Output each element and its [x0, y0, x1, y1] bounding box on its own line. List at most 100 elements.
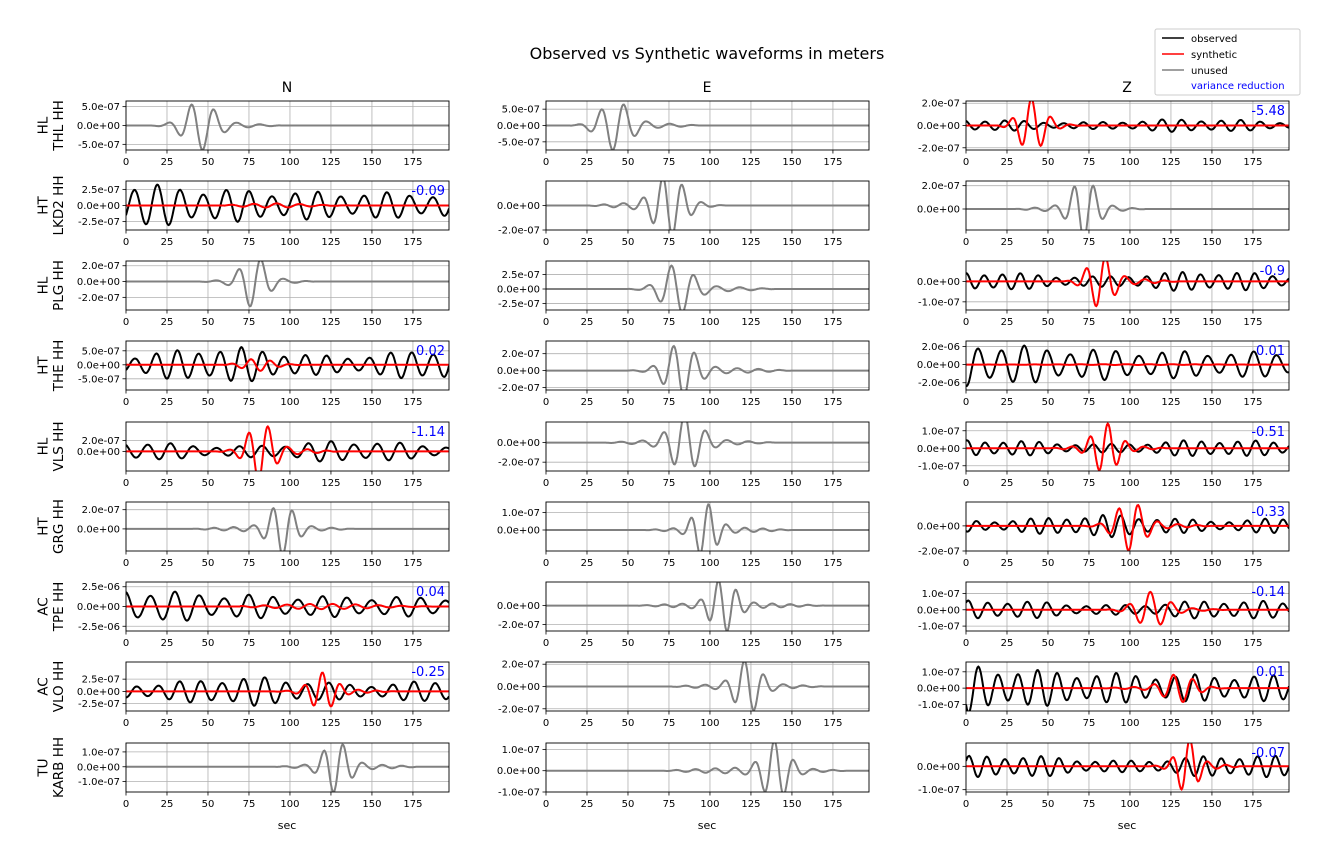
y-tick-label: 0.0e+00 — [497, 438, 540, 449]
trace-group — [546, 103, 869, 150]
y-tick-label: 2.0e-07 — [502, 349, 540, 360]
y-tick-label: 0.0e+00 — [77, 602, 120, 613]
y-tick-label: 2.0e-07 — [922, 99, 960, 110]
x-tick-label: 0 — [543, 799, 549, 810]
x-tick-label: 75 — [243, 799, 256, 810]
y-tick-label: -5.0e-07 — [78, 374, 120, 385]
station-code: PLG HH — [51, 260, 67, 311]
x-tick-label: 75 — [243, 397, 256, 408]
x-tick-label: 25 — [581, 157, 594, 168]
variance-reduction-value: 0.02 — [416, 344, 445, 359]
x-tick-label: 50 — [622, 397, 635, 408]
x-tick-label: 25 — [581, 718, 594, 729]
x-tick-label: 100 — [1120, 799, 1139, 810]
y-tick-label: 0.0e+00 — [917, 277, 960, 288]
y-tick-label: 0.0e+00 — [497, 366, 540, 377]
x-tick-label: 50 — [1042, 799, 1055, 810]
y-tick-label: -5.0e-07 — [78, 140, 120, 151]
y-tick-label: 0.0e+00 — [917, 684, 960, 695]
x-tick-label: 75 — [663, 317, 676, 328]
y-tick-label: 5.0e-07 — [82, 102, 120, 113]
legend-variance-reduction-label: variance reduction — [1191, 81, 1285, 92]
x-tick-label: 150 — [1202, 157, 1221, 168]
trace-group — [126, 346, 449, 383]
panel-vls-hh-n: 0 25 50 75 100 125 150 175 2.0e-070.0e+00 -1.14 — [77, 421, 450, 489]
x-tick-label: 100 — [700, 397, 719, 408]
station-label-tpe-hh: ACTPE HH — [36, 582, 68, 633]
x-tick-label: 150 — [782, 157, 801, 168]
network-code: AC — [36, 597, 52, 615]
panel-frame — [545, 340, 870, 391]
x-tick-label: 0 — [123, 317, 129, 328]
panel-the-hh-n: 0 25 50 75 100 125 150 175 5.0e-07 0.0e+00 -5.0e-0… — [77, 340, 450, 408]
station-label-plg-hh: HLPLG HH — [36, 260, 68, 311]
network-code: HL — [36, 116, 52, 134]
x-tick-label: 100 — [700, 157, 719, 168]
x-tick-label: 175 — [823, 558, 842, 569]
trace-group — [546, 264, 869, 310]
x-tick-label: 0 — [543, 397, 549, 408]
y-tick-label: -1.0e-07 — [918, 297, 960, 308]
x-tick-label: 25 — [161, 237, 174, 248]
y-tick-label: 0.0e+00 — [77, 201, 120, 212]
station-label-karb-hh: TUKARB HH — [36, 737, 68, 798]
observed-trace — [126, 590, 449, 622]
panel-karb-hh-n: 0 25 50 75 100 125 150 175 1.0e-07 0.0e+00 -1.0e-0… — [77, 742, 450, 810]
y-tick-label: -1.0e-07 — [918, 700, 960, 711]
y-tick-label: 2.0e-07 — [502, 660, 540, 671]
x-tick-label: 50 — [1042, 397, 1055, 408]
x-tick-label: 125 — [321, 718, 340, 729]
panel-thl-hh-n: 0 25 50 75 100 125 150 175 5.0e-07 0.0e+00 -5.0e-0… — [77, 100, 450, 168]
trace-group — [126, 590, 449, 622]
y-tick-label: -5.0e-07 — [498, 137, 540, 148]
x-tick-label: 50 — [202, 157, 215, 168]
variance-reduction-value: 0.01 — [1256, 344, 1285, 359]
x-tick-label: 0 — [123, 799, 129, 810]
x-tick-label: 25 — [1001, 317, 1014, 328]
x-axis-label-e: sec — [698, 819, 717, 832]
y-tick-label: 0.0e+00 — [77, 447, 120, 458]
y-tick-label: 0.0e+00 — [917, 205, 960, 216]
x-tick-label: 75 — [663, 718, 676, 729]
x-tick-label: 25 — [1001, 397, 1014, 408]
x-tick-label: 150 — [362, 718, 381, 729]
x-tick-label: 75 — [663, 237, 676, 248]
unused-trace — [546, 422, 869, 468]
x-tick-label: 75 — [243, 718, 256, 729]
unused-trace — [546, 103, 869, 150]
x-tick-label: 50 — [622, 638, 635, 649]
x-tick-label: 75 — [1083, 237, 1096, 248]
y-tick-label: 0.0e+00 — [77, 277, 120, 288]
panel-grg-hh-e: 0 25 50 75 100 125 150 175 1.0e-07 0.0e+00 — [497, 501, 870, 569]
x-tick-label: 125 — [741, 799, 760, 810]
y-tick-label: 0.0e+00 — [917, 762, 960, 773]
observed-trace — [966, 344, 1289, 388]
y-tick-label: -1.0e-07 — [78, 777, 120, 788]
unused-trace — [546, 662, 869, 711]
trace-group — [966, 344, 1289, 388]
x-tick-label: 50 — [622, 317, 635, 328]
x-tick-label: 150 — [782, 718, 801, 729]
x-tick-label: 100 — [280, 558, 299, 569]
x-tick-label: 75 — [243, 558, 256, 569]
trace-group — [966, 590, 1289, 626]
x-tick-label: 0 — [543, 558, 549, 569]
trace-group — [546, 502, 869, 551]
x-tick-label: 25 — [1001, 638, 1014, 649]
panel-karb-hh-e: 0 25 50 75 100 125 150 175 1.0e-07 0.0e+00 -1.0e-0… — [497, 742, 870, 810]
x-tick-label: 50 — [622, 558, 635, 569]
x-tick-label: 175 — [403, 638, 422, 649]
x-tick-label: 100 — [700, 638, 719, 649]
x-tick-label: 25 — [161, 157, 174, 168]
observed-trace — [126, 183, 449, 227]
unused-trace — [546, 344, 869, 390]
station-code: VLO HH — [51, 661, 67, 713]
x-tick-label: 150 — [1202, 478, 1221, 489]
panel-grid: 0 25 50 75 100 125 150 175 5.0e-07 0.0e+00 -5.0e-0… — [77, 99, 1290, 810]
station-code: TPE HH — [51, 582, 67, 633]
x-tick-label: 150 — [362, 638, 381, 649]
y-tick-label: 0.0e+00 — [497, 121, 540, 132]
y-tick-label: 0.0e+00 — [77, 524, 120, 535]
x-tick-label: 50 — [622, 478, 635, 489]
